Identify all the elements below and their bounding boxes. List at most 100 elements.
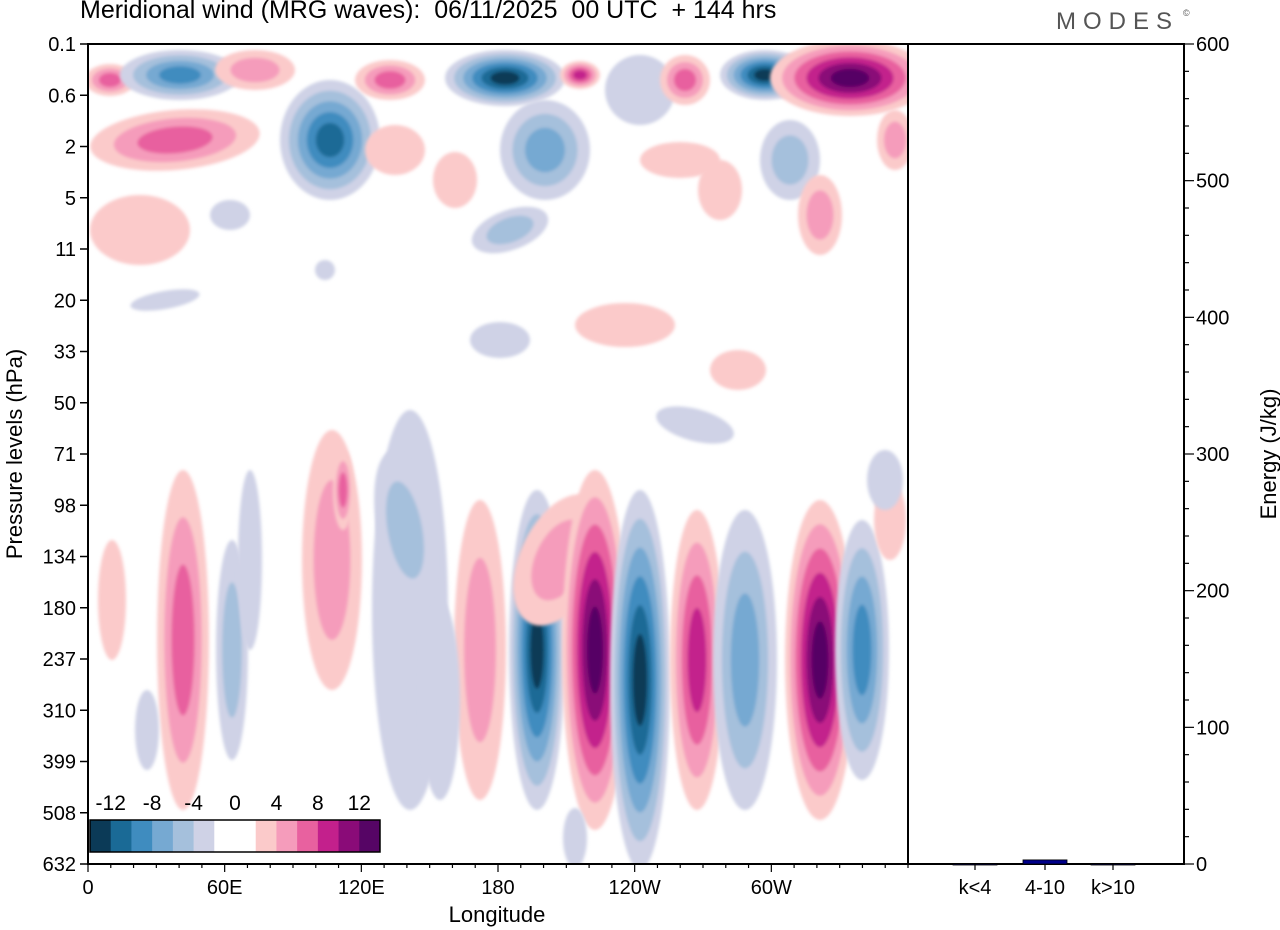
positive-anomaly: [365, 125, 425, 175]
longitude-axis: 0 60E 120E 180 120W 60W: [82, 864, 909, 899]
contour-band: [771, 135, 809, 185]
negative-anomaly: [280, 80, 380, 200]
positive-anomaly: [98, 540, 126, 660]
positive-anomaly: [454, 500, 506, 800]
x-axis-label: Longitude: [449, 902, 546, 927]
pressure-tick-label: 50: [54, 393, 76, 415]
pressure-tick-label: 33: [54, 342, 76, 364]
negative-anomaly: [563, 808, 587, 864]
contour-band: [315, 260, 335, 280]
contour-band: [470, 322, 530, 358]
colorbar-swatch: [255, 820, 277, 852]
contour-band: [883, 121, 907, 159]
contour-band: [640, 142, 720, 178]
negative-anomaly: [605, 55, 675, 125]
contour-band: [420, 600, 460, 800]
pressure-axis: 0.1 0.6 2 5 11 20 33 50 71 98 134 180 237 310 399 508 63…: [43, 34, 88, 876]
positive-anomaly: [670, 510, 724, 810]
contour-band: [573, 70, 587, 80]
contour-band: [575, 303, 675, 347]
contour-band: [90, 195, 190, 265]
contour-band: [135, 690, 159, 770]
positive-anomaly: [660, 55, 710, 105]
colorbar-swatch: [110, 820, 132, 852]
energy-tick-label: 500: [1196, 171, 1229, 193]
contour-band: [867, 450, 903, 510]
longitude-tick-label: 120W: [609, 877, 661, 899]
colorbar-label: -8: [143, 792, 162, 815]
positive-anomaly: [698, 160, 742, 220]
chart-title: Meridional wind (MRG waves): 06/11/2025 …: [80, 0, 777, 24]
pressure-tick-label: 237: [43, 649, 76, 671]
negative-anomaly: [835, 520, 889, 780]
pressure-tick-label: 11: [55, 239, 76, 261]
contour-band: [385, 481, 425, 579]
negative-anomaly: [500, 100, 590, 200]
energy-category-label: k<4: [959, 877, 992, 899]
contour-band: [315, 122, 345, 158]
colorbar-swatch: [297, 820, 319, 852]
positive-anomaly: [562, 470, 628, 830]
contour-band: [710, 350, 766, 390]
energy-axis: 0 100 200 300 400 500 600: [1184, 34, 1229, 876]
positive-anomaly: [640, 142, 720, 178]
pressure-tick-label: 180: [43, 598, 76, 620]
pressure-tick-label: 310: [43, 700, 76, 722]
contour-band: [852, 604, 872, 696]
longitude-tick-label: 60E: [207, 877, 243, 899]
contour-band: [98, 72, 122, 88]
colorbar-swatch: [235, 820, 257, 852]
contour-band: [238, 470, 262, 650]
negative-anomaly: [760, 120, 820, 200]
contour-band: [159, 66, 201, 84]
contour-band: [365, 125, 425, 175]
pressure-tick-label: 0.1: [48, 34, 76, 56]
brand-registered-mark: ©: [1183, 8, 1190, 18]
pressure-tick-label: 632: [43, 854, 76, 876]
contour-band: [698, 160, 742, 220]
contour-band: [222, 582, 242, 718]
colorbar-label: 12: [348, 792, 371, 815]
contour-band: [525, 127, 565, 173]
negative-anomaly: [315, 260, 335, 280]
contour-band: [137, 126, 213, 154]
colorbar-label: 4: [271, 792, 283, 815]
positive-anomaly: [560, 61, 600, 89]
energy-tick-label: 0: [1196, 854, 1207, 876]
positive-anomaly: [710, 350, 766, 390]
contour-band: [464, 557, 496, 743]
colorbar-swatch: [131, 820, 153, 852]
colorbar-label: -12: [96, 792, 126, 815]
contour-band: [210, 200, 250, 230]
negative-anomaly: [238, 470, 262, 650]
negative-anomaly: [445, 50, 565, 106]
positive-anomaly: [302, 430, 362, 690]
negative-anomaly: [135, 690, 159, 770]
positive-anomaly: [785, 500, 855, 820]
pressure-tick-label: 2: [65, 137, 76, 159]
energy-panel-frame: [907, 43, 1185, 865]
positive-anomaly: [90, 109, 260, 171]
longitude-tick-label: 60W: [751, 877, 792, 899]
contour-band: [730, 593, 760, 727]
longitude-tick-label: 0: [82, 877, 93, 899]
negative-anomaly: [713, 510, 777, 810]
contour-band: [171, 564, 195, 716]
pressure-tick-label: 5: [65, 188, 76, 210]
pressure-tick-label: 399: [43, 752, 76, 774]
contour-band: [563, 808, 587, 864]
negative-anomaly: [420, 600, 460, 800]
negative-anomaly: [470, 322, 530, 358]
contour-band: [811, 621, 829, 699]
contour-band: [433, 152, 477, 208]
energy-category-label: k>10: [1091, 877, 1135, 899]
negative-anomaly: [210, 200, 250, 230]
positive-anomaly: [575, 303, 675, 347]
y-axis-label: Pressure levels (hPa): [2, 349, 27, 559]
negative-anomaly: [471, 206, 549, 254]
colorbar-swatch: [90, 820, 112, 852]
contour-band: [656, 406, 734, 444]
positive-anomaly: [157, 470, 209, 810]
longitude-tick-label: 180: [481, 877, 514, 899]
